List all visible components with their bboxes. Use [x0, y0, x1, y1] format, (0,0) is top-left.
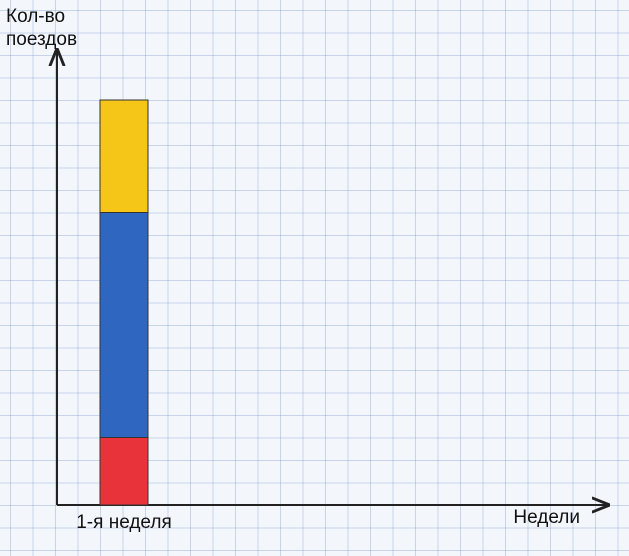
x-tick-label: 1-я неделя	[76, 512, 172, 533]
y-axis-label: поездов	[6, 29, 77, 50]
bar-segment	[99, 99, 149, 213]
bar-segment	[99, 212, 149, 438]
y-axis-label: Кол-во	[6, 6, 65, 27]
bar-segment	[99, 437, 149, 506]
x-axis-label: Недели	[513, 507, 580, 528]
